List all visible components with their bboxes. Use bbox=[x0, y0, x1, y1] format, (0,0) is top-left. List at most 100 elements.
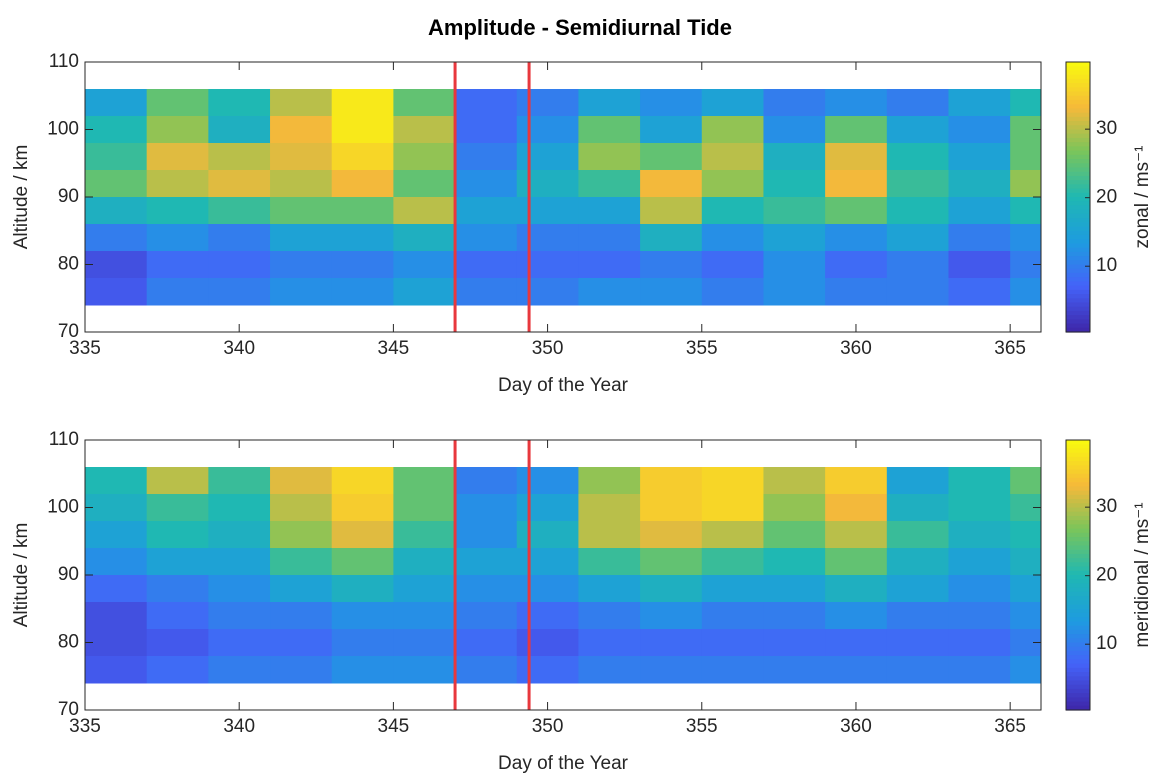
heatmap-cell bbox=[763, 548, 826, 576]
colorbar-segment bbox=[1066, 209, 1090, 215]
heatmap-cell bbox=[578, 170, 641, 198]
colorbar-segment bbox=[1066, 676, 1090, 682]
heatmap-cell bbox=[208, 575, 271, 603]
heatmap-cell bbox=[270, 143, 333, 171]
heatmap-cell bbox=[85, 143, 148, 171]
colorbar-segment bbox=[1066, 62, 1090, 67]
colorbar-tick-label: 10 bbox=[1096, 255, 1117, 276]
x-tick-label: 340 bbox=[223, 338, 255, 359]
colorbar-segment bbox=[1066, 197, 1090, 202]
heatmap-cell bbox=[578, 575, 641, 603]
colorbar-segment bbox=[1066, 465, 1090, 471]
heatmap-cell bbox=[701, 170, 764, 198]
heatmap-cell bbox=[886, 629, 949, 657]
heatmap-cell bbox=[825, 278, 888, 306]
colorbar-segment bbox=[1066, 137, 1090, 143]
heatmap-cell bbox=[825, 197, 888, 225]
x-tick-label: 360 bbox=[840, 338, 872, 359]
colorbar-label: meridional / ms⁻¹ bbox=[1132, 502, 1153, 647]
heatmap-cell bbox=[701, 494, 764, 522]
colorbar-segment bbox=[1066, 532, 1090, 538]
heatmap-cell bbox=[146, 224, 209, 252]
heatmap-cell bbox=[763, 251, 826, 279]
colorbar-segment bbox=[1066, 650, 1090, 656]
heatmap-cell bbox=[578, 224, 641, 252]
colorbar-segment bbox=[1066, 553, 1090, 559]
heatmap-cell bbox=[331, 251, 394, 279]
colorbar-segment bbox=[1066, 294, 1090, 299]
heatmap-cell bbox=[948, 143, 1011, 171]
heatmap-cell bbox=[455, 656, 518, 684]
colorbar-segment bbox=[1066, 108, 1090, 114]
colorbar-segment bbox=[1066, 146, 1090, 152]
heatmap-cell bbox=[640, 602, 703, 630]
heatmap-cell bbox=[146, 656, 209, 684]
heatmap-cell bbox=[825, 602, 888, 630]
heatmap-cell bbox=[886, 89, 949, 117]
colorbar-segment bbox=[1066, 672, 1090, 677]
heatmap-cell bbox=[85, 116, 148, 144]
heatmap-cell bbox=[208, 467, 271, 495]
heatmap-cell bbox=[825, 89, 888, 117]
colorbar-segment bbox=[1066, 121, 1090, 126]
heatmap-cell bbox=[640, 629, 703, 657]
heatmap-cell bbox=[146, 548, 209, 576]
heatmap-cell bbox=[516, 656, 579, 684]
heatmap-cell bbox=[455, 89, 518, 117]
y-tick-label: 80 bbox=[58, 254, 79, 275]
heatmap-cell bbox=[1010, 224, 1041, 252]
heatmap-cell bbox=[393, 548, 456, 576]
colorbar-segment bbox=[1066, 154, 1090, 160]
heatmap-cell bbox=[331, 224, 394, 252]
heatmap-cell bbox=[763, 602, 826, 630]
heatmap-cell bbox=[640, 116, 703, 144]
colorbar-segment bbox=[1066, 697, 1090, 703]
colorbar-segment bbox=[1066, 621, 1090, 627]
x-tick-label: 340 bbox=[223, 716, 255, 737]
heatmap-cell bbox=[516, 224, 579, 252]
heatmap-cell bbox=[825, 629, 888, 657]
heatmap-cell bbox=[763, 629, 826, 657]
heatmap-cell bbox=[208, 143, 271, 171]
y-tick-label: 100 bbox=[47, 119, 79, 140]
heatmap-cell bbox=[701, 467, 764, 495]
heatmap-cell bbox=[146, 575, 209, 603]
y-tick-label: 110 bbox=[49, 51, 79, 72]
heatmap-cell bbox=[886, 521, 949, 549]
colorbar-segment bbox=[1066, 133, 1090, 139]
heatmap-cell bbox=[331, 170, 394, 198]
heatmap-cell bbox=[825, 143, 888, 171]
colorbar-segment bbox=[1066, 575, 1090, 580]
heatmap-cell bbox=[578, 629, 641, 657]
heatmap-cell bbox=[763, 575, 826, 603]
heatmap-cell bbox=[208, 656, 271, 684]
heatmap-cell bbox=[763, 116, 826, 144]
heatmap-cell bbox=[948, 521, 1011, 549]
heatmap-cell bbox=[578, 89, 641, 117]
heatmap-cell bbox=[640, 89, 703, 117]
colorbar-segment bbox=[1066, 70, 1090, 76]
heatmap-cell bbox=[640, 494, 703, 522]
heatmap-cell bbox=[85, 548, 148, 576]
x-tick-label: 365 bbox=[994, 338, 1026, 359]
heatmap-cell bbox=[640, 521, 703, 549]
colorbar-segment bbox=[1066, 281, 1090, 287]
heatmap-cell bbox=[393, 467, 456, 495]
colorbar-segment bbox=[1066, 167, 1090, 173]
heatmap-cell bbox=[331, 575, 394, 603]
heatmap-cell bbox=[516, 602, 579, 630]
colorbar-segment bbox=[1066, 562, 1090, 568]
heatmap-cell bbox=[701, 278, 764, 306]
colorbar-segment bbox=[1066, 247, 1090, 253]
heatmap-cell bbox=[948, 548, 1011, 576]
y-tick-label: 80 bbox=[58, 632, 79, 653]
heatmap-cell bbox=[393, 602, 456, 630]
heatmap-cell bbox=[578, 656, 641, 684]
heatmap bbox=[85, 467, 1041, 684]
colorbar-segment bbox=[1066, 667, 1090, 673]
heatmap-cell bbox=[270, 575, 333, 603]
heatmap-cell bbox=[640, 656, 703, 684]
heatmap-cell bbox=[331, 467, 394, 495]
colorbar-segment bbox=[1066, 91, 1090, 97]
